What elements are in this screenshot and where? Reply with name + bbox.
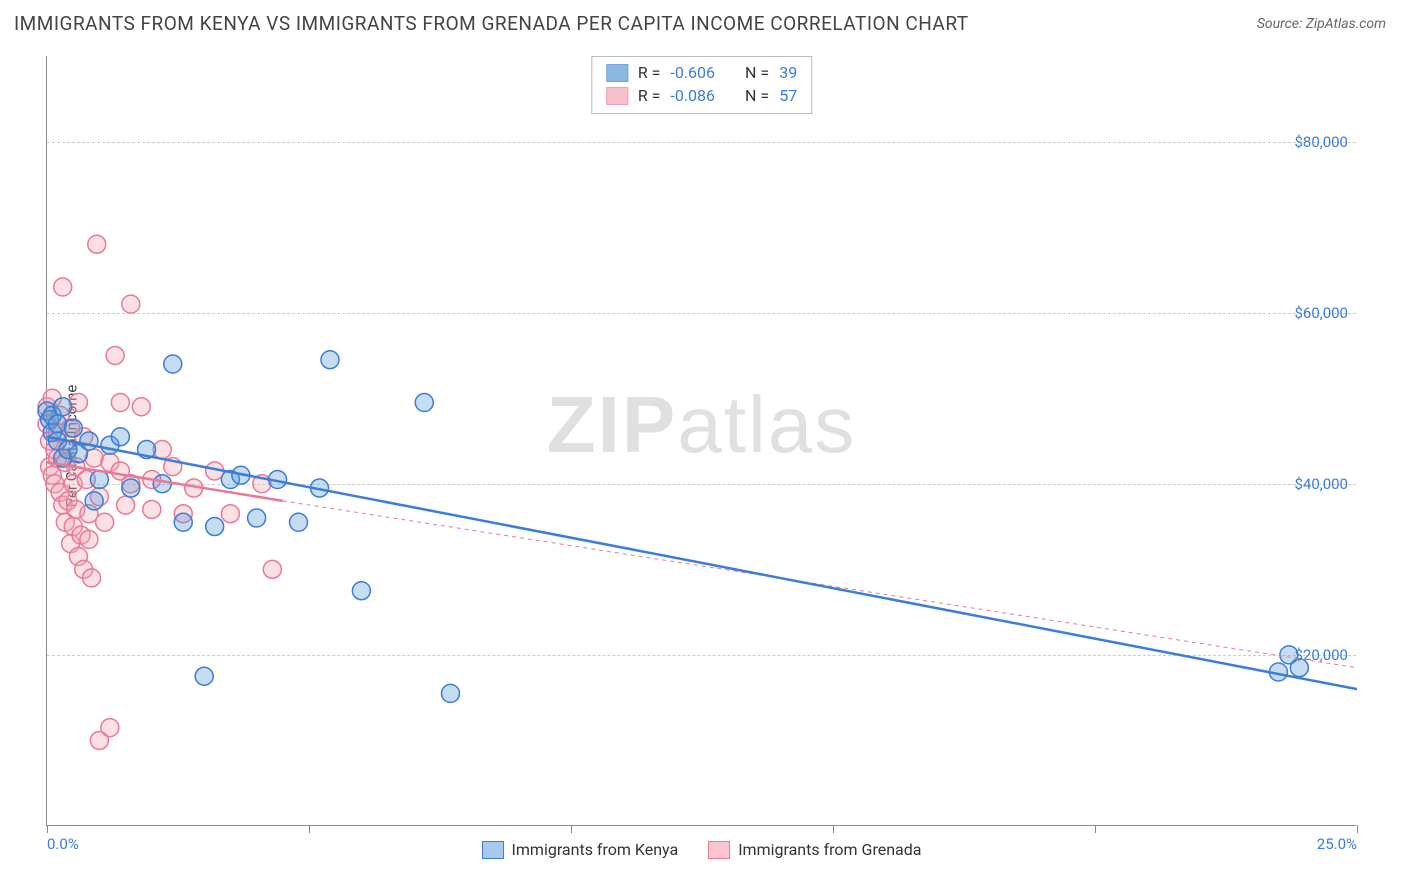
data-point-kenya (195, 667, 213, 685)
data-point-grenada (263, 560, 281, 578)
data-point-grenada (88, 235, 106, 253)
legend-label-grenada: Immigrants from Grenada (738, 840, 921, 859)
n-value-grenada: 57 (779, 86, 797, 105)
data-point-grenada (96, 513, 114, 531)
r-label: R = (638, 86, 661, 105)
stat-row-grenada: R = -0.086 N = 57 (606, 84, 797, 107)
chart-title: IMMIGRANTS FROM KENYA VS IMMIGRANTS FROM… (14, 12, 969, 35)
chart-plot-area: ZIPatlas $20,000$40,000$60,000$80,000 R … (46, 56, 1356, 826)
r-label: R = (638, 63, 661, 82)
r-value-kenya: -0.606 (670, 63, 715, 82)
data-point-grenada (83, 569, 101, 587)
r-value-grenada: -0.086 (670, 86, 715, 105)
data-point-kenya (321, 351, 339, 369)
header: IMMIGRANTS FROM KENYA VS IMMIGRANTS FROM… (0, 0, 1406, 45)
data-point-kenya (122, 479, 140, 497)
data-point-kenya (85, 492, 103, 510)
data-point-kenya (54, 398, 72, 416)
correlation-stats-box: R = -0.606 N = 39 R = -0.086 N = 57 (591, 56, 812, 114)
data-point-kenya (415, 394, 433, 412)
data-point-kenya (248, 509, 266, 527)
data-point-kenya (206, 518, 224, 536)
n-label: N = (745, 63, 769, 82)
legend-item-grenada: Immigrants from Grenada (708, 840, 921, 859)
data-point-grenada (143, 500, 161, 518)
data-point-grenada (117, 496, 135, 514)
data-point-grenada (54, 278, 72, 296)
data-point-kenya (153, 475, 171, 493)
data-point-kenya (352, 582, 370, 600)
swatch-grenada (606, 87, 628, 105)
data-point-kenya (1290, 659, 1308, 677)
data-point-kenya (290, 513, 308, 531)
data-point-grenada (221, 505, 239, 523)
bottom-legend: Immigrants from Kenya Immigrants from Gr… (482, 840, 922, 859)
data-point-kenya (174, 513, 192, 531)
source-attribution: Source: ZipAtlas.com (1257, 16, 1386, 32)
x-tick-label: 25.0% (1317, 835, 1357, 853)
data-point-grenada (111, 394, 129, 412)
swatch-kenya (606, 64, 628, 82)
legend-label-kenya: Immigrants from Kenya (512, 840, 679, 859)
data-point-grenada (132, 398, 150, 416)
data-point-kenya (441, 684, 459, 702)
legend-swatch-grenada (708, 841, 730, 859)
data-point-kenya (80, 432, 98, 450)
n-value-kenya: 39 (779, 63, 797, 82)
scatter-svg (47, 56, 1356, 825)
legend-swatch-kenya (482, 841, 504, 859)
legend-item-kenya: Immigrants from Kenya (482, 840, 679, 859)
stat-row-kenya: R = -0.606 N = 39 (606, 61, 797, 84)
data-point-grenada (106, 346, 124, 364)
data-point-grenada (122, 295, 140, 313)
data-point-kenya (164, 355, 182, 373)
data-point-grenada (101, 719, 119, 737)
x-tick-label: 0.0% (47, 835, 79, 853)
data-point-kenya (111, 428, 129, 446)
n-label: N = (745, 86, 769, 105)
data-point-kenya (64, 419, 82, 437)
data-point-grenada (80, 530, 98, 548)
